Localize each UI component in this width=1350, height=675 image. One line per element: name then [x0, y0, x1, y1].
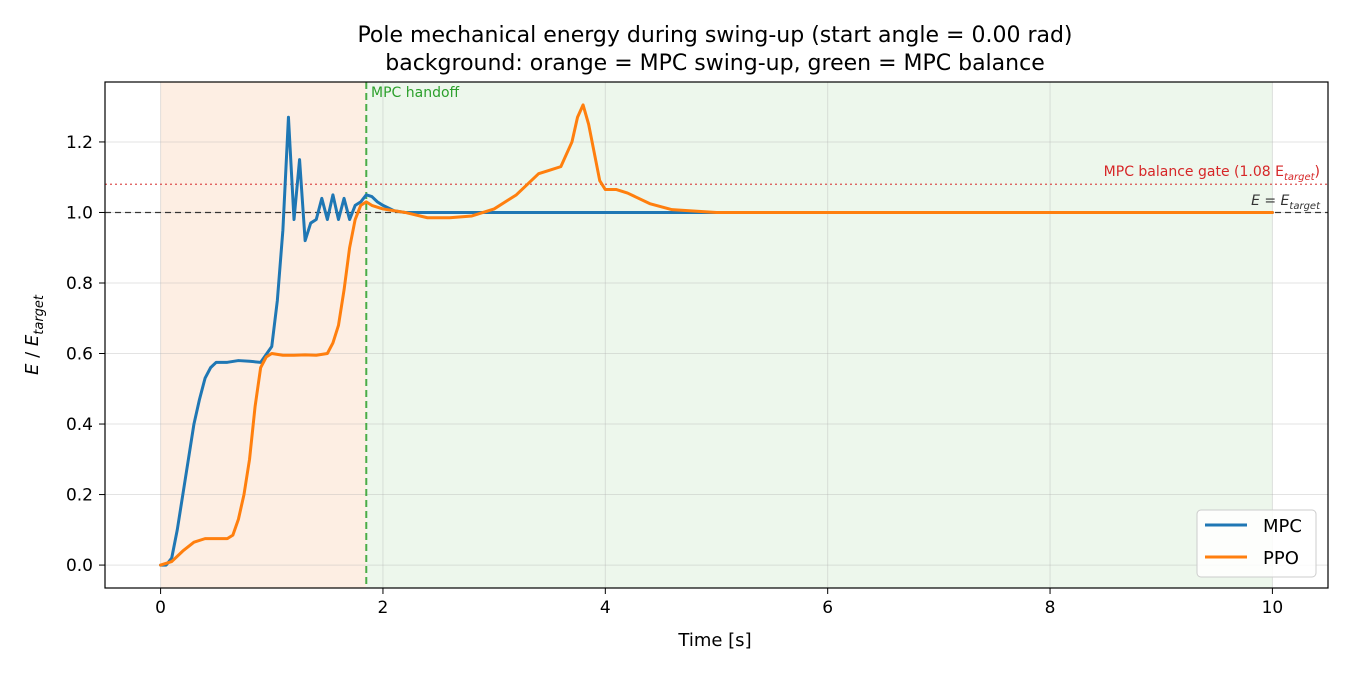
x-tick-label: 6	[822, 598, 833, 618]
series-line-ppo	[159, 103, 1274, 567]
chart-title: Pole mechanical energy during swing-up (…	[357, 23, 1072, 48]
axes-layer: 0 2 4 6 8 10 0.0 0.2 0.4 0.6 0.8 1.0 1.2	[66, 81, 1329, 618]
y-axis-label-main: E	[22, 363, 43, 375]
y-tick-label: 0.0	[66, 556, 93, 576]
legend: MPC PPO	[1196, 509, 1317, 578]
background-layer	[160, 82, 1273, 588]
y-tick-label: 0.8	[66, 274, 93, 294]
grid-layer	[105, 82, 1328, 588]
x-tick-label: 4	[600, 598, 611, 618]
plot-frame	[104, 81, 1329, 589]
y-tick-label: 1.2	[66, 133, 93, 153]
y-tick-label: 0.6	[66, 345, 93, 365]
y-axis-label-sep: /	[22, 346, 43, 364]
balance-gate-label-main: MPC balance gate (1.08 E	[1104, 164, 1284, 180]
y-axis-label-sub: target	[32, 294, 47, 335]
chart-subtitle: background: orange = MPC swing-up, green…	[385, 51, 1044, 76]
target-energy-label-sub: target	[1289, 201, 1321, 212]
region-mpc-swing-up	[160, 82, 367, 588]
annotations-layer: MPC handoff MPC balance gate (1.08 Etarg…	[371, 85, 1321, 212]
x-tick-label: 0	[155, 598, 166, 618]
target-energy-label: E = Etarget	[1251, 193, 1321, 212]
balance-gate-label-sub: target	[1284, 172, 1316, 183]
x-tick-label: 8	[1045, 598, 1056, 618]
legend-label-ppo: PPO	[1263, 548, 1299, 569]
series-line-mpc	[159, 115, 1274, 567]
legend-label-mpc: MPC	[1263, 516, 1302, 537]
balance-gate-label-end: )	[1315, 164, 1320, 180]
svg-text:E / Etarget: E / Etarget	[22, 294, 47, 375]
target-energy-label-main: E = E	[1251, 193, 1289, 209]
handoff-label: MPC handoff	[371, 85, 460, 101]
legend-box	[1196, 509, 1317, 578]
y-tick-label: 0.2	[66, 486, 93, 506]
region-mpc-balance	[366, 82, 1273, 588]
y-tick-label: 0.4	[66, 415, 93, 435]
series-layer	[159, 103, 1274, 567]
y-axis-label: E / Etarget	[22, 294, 47, 375]
x-tick-label: 2	[378, 598, 389, 618]
balance-gate-label: MPC balance gate (1.08 Etarget)	[1104, 164, 1320, 183]
y-axis-label-sym: E	[22, 334, 43, 346]
x-tick-label: 10	[1262, 598, 1284, 618]
x-axis-label: Time [s]	[677, 630, 751, 651]
y-tick-label: 1.0	[66, 203, 93, 223]
